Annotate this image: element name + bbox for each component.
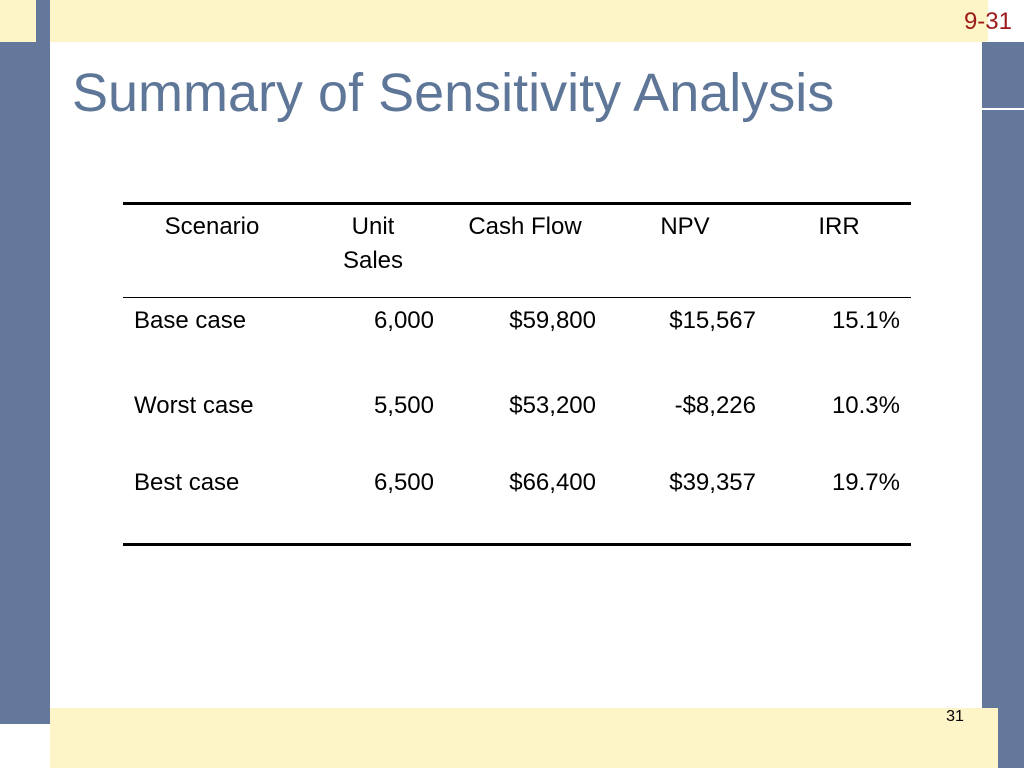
- row-best-scenario: Best case: [134, 469, 240, 496]
- row-base-cash-flow: $59,800: [509, 307, 596, 334]
- header-scenario: Scenario: [164, 213, 260, 240]
- table-bottom-rule: [123, 543, 911, 546]
- bottom-yellow-band: [50, 708, 998, 768]
- row-worst-unit-sales: 5,500: [373, 392, 434, 419]
- row-worst-scenario: Worst case: [134, 392, 254, 419]
- page-number: 31: [946, 708, 964, 725]
- row-best-unit-sales: 6,500: [373, 469, 434, 496]
- row-worst-cash-flow: $53,200: [509, 392, 596, 419]
- header-unit-sales-line1: Unit: [351, 213, 395, 240]
- right-blue-band: [982, 42, 1024, 768]
- slide-code: 9-31: [963, 8, 1012, 35]
- row-best-npv: $39,357: [669, 469, 756, 496]
- bottom-left-white-block: [0, 724, 50, 768]
- row-base-unit-sales: 6,000: [373, 307, 434, 334]
- row-best-cash-flow: $66,400: [509, 469, 596, 496]
- row-base-irr: 15.1%: [831, 307, 900, 334]
- header-irr: IRR: [818, 213, 860, 240]
- right-band-divider: [982, 108, 1024, 110]
- table-header-rule: [123, 297, 911, 298]
- header-unit-sales-line2: Sales: [342, 247, 404, 274]
- row-worst-npv: -$8,226: [674, 392, 756, 419]
- table-top-rule: [123, 202, 911, 205]
- left-top-yellow-block: [0, 0, 36, 42]
- row-base-npv: $15,567: [669, 307, 756, 334]
- row-worst-irr: 10.3%: [831, 392, 900, 419]
- row-best-irr: 19.7%: [831, 469, 900, 496]
- top-yellow-band: [36, 0, 988, 42]
- header-cash-flow: Cash Flow: [468, 213, 582, 240]
- left-blue-band: [0, 0, 50, 724]
- row-base-scenario: Base case: [134, 307, 247, 334]
- slide-title: Summary of Sensitivity Analysis: [72, 63, 835, 123]
- header-npv: NPV: [660, 213, 710, 240]
